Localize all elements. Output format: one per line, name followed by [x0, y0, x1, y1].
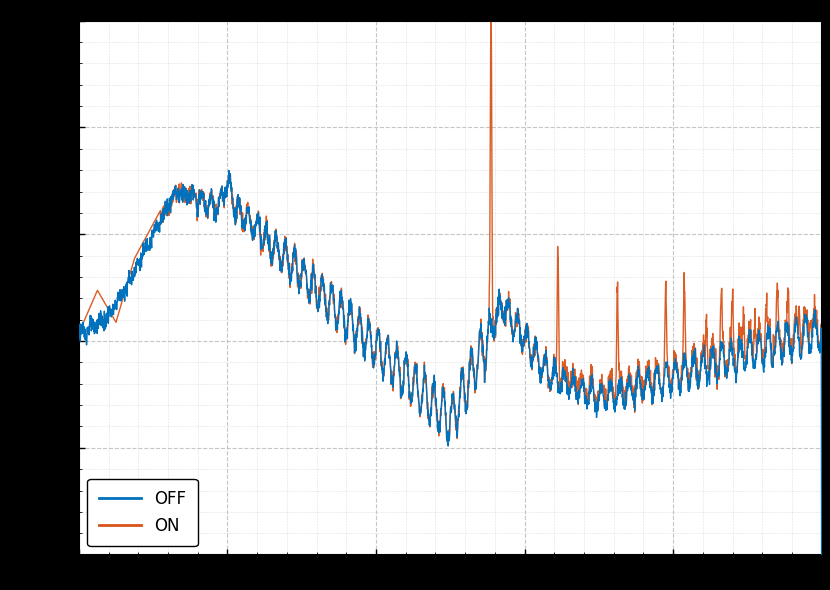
OFF: [359, 339, 369, 346]
ON: [74, 329, 84, 336]
Line: OFF: OFF: [79, 171, 822, 562]
OFF: [803, 327, 813, 334]
Legend: OFF, ON: OFF, ON: [87, 478, 198, 546]
ON: [803, 323, 813, 330]
OFF: [224, 167, 234, 174]
ON: [159, 202, 168, 209]
OFF: [391, 347, 401, 354]
ON: [722, 366, 732, 373]
OFF: [159, 205, 168, 212]
ON: [391, 352, 401, 359]
OFF: [203, 214, 212, 221]
OFF: [722, 365, 732, 372]
OFF: [74, 334, 84, 341]
Line: ON: ON: [79, 14, 822, 559]
ON: [359, 343, 369, 350]
ON: [486, 11, 496, 18]
ON: [203, 215, 212, 222]
OFF: [817, 558, 827, 565]
ON: [817, 556, 827, 563]
